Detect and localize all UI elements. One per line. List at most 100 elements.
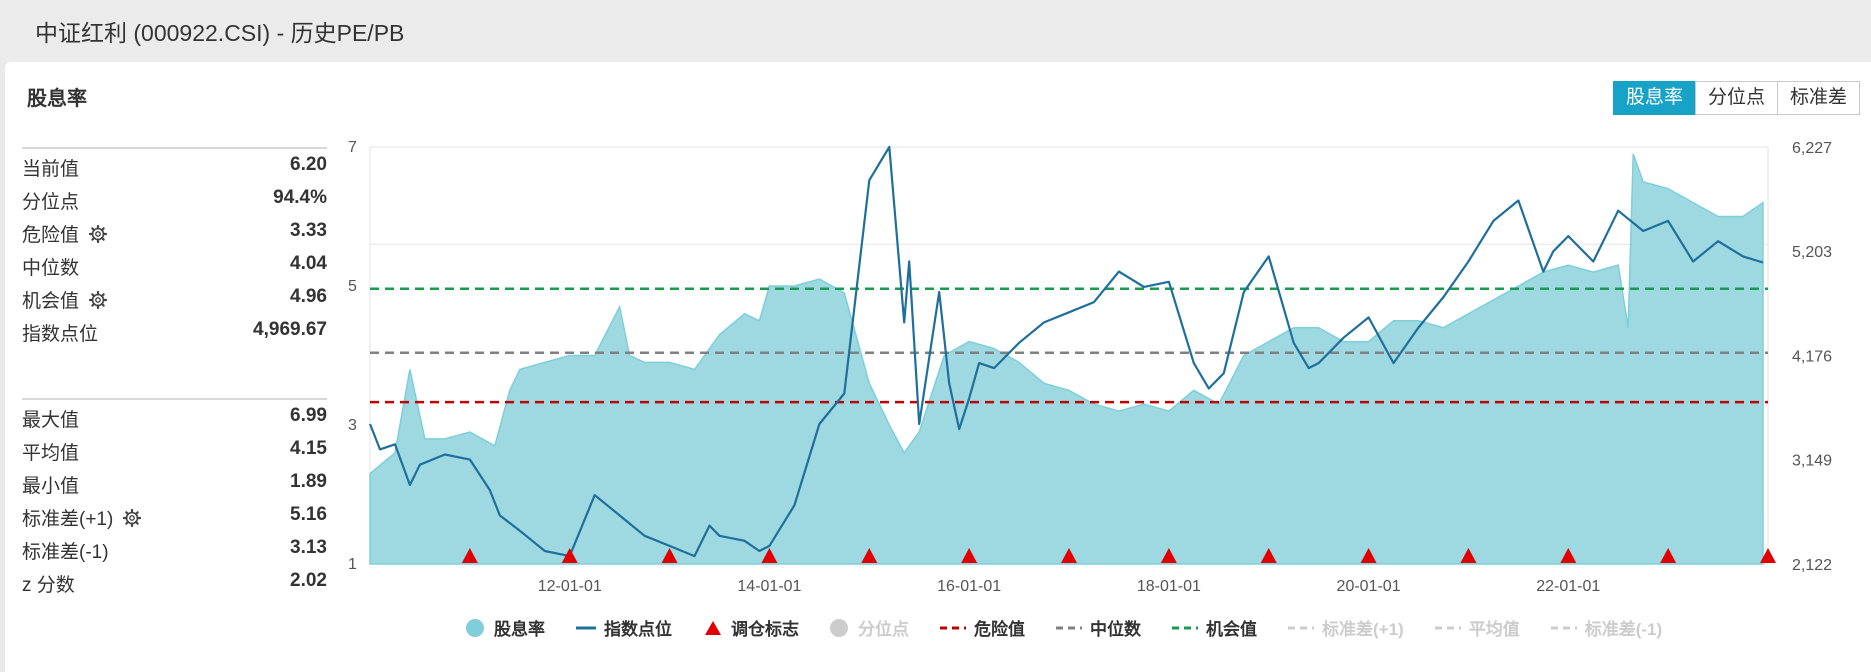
rebalance-marker [761,548,778,563]
rebalance-marker [861,548,878,563]
y-left-tick-label: 3 [348,417,357,434]
stat-value: 3.13 [290,537,327,558]
legend-dash-icon [1550,626,1577,629]
legend-item[interactable]: 指数点位 [575,615,672,640]
legend-triangle-icon [705,620,721,635]
stat-row: 平均值 4.15 [22,433,327,466]
stat-label: 分位点 [22,187,79,214]
stat-label: 指数点位 [22,319,98,346]
rebalance-marker [661,548,678,563]
rebalance-marker [1760,548,1776,563]
legend-item[interactable]: 股息率 [465,615,545,640]
series-index-level-line [368,145,1764,558]
stat-label-text: 指数点位 [22,324,99,345]
metric-tabs: 股息率 分位点 标准差 [1613,81,1861,115]
stat-label: 当前值 [22,154,79,181]
stat-row: z 分数 2.02 [22,565,327,598]
stat-row: 危险值 3.33 [22,215,327,248]
legend-label: 股息率 [494,620,545,639]
legend-dash-icon [1288,626,1314,629]
legend-item[interactable]: 危险值 [939,615,1025,640]
legend-label: 机会值 [1206,620,1257,639]
stat-row: 指数点位 4,969.67 [22,314,327,347]
legend-item[interactable]: 平均值 [1434,615,1520,640]
legend-label: 标准差(+1) [1322,620,1404,639]
stat-value: 3.33 [290,220,327,241]
stat-value: 4.96 [290,286,327,307]
stat-row: 标准差(+1) 5.16 [22,499,327,532]
y-left-tick-label: 5 [348,278,357,295]
legend-label: 标准差(-1) [1584,620,1663,639]
stat-row: 最小值 1.89 [22,466,327,499]
legend-dash-icon [940,626,966,629]
stat-row: 中位数 4.04 [22,248,327,281]
rebalance-marker [1660,548,1677,563]
gear-icon[interactable] [123,508,142,527]
legend-label: 中位数 [1090,620,1141,639]
stat-label-text: 标准差(+1) [22,509,114,530]
legend-item[interactable]: 机会值 [1171,615,1257,640]
rebalance-marker [461,548,478,563]
stat-row: 标准差(-1) 3.13 [22,532,327,565]
section-title: 股息率 [27,88,87,110]
legend-dash-icon [1056,626,1082,629]
stat-value: 6.99 [290,405,327,426]
y-right-tick-label: 4,176 [1792,348,1832,365]
legend-line-icon [576,626,596,629]
stats-primary: 当前值 6.20 分位点 94.4% 危险值 3.33 中位数 4.04 机会值 4.96 指数点位… [22,147,327,347]
stat-label-text: 最大值 [22,410,80,431]
series-dividend-yield-area [369,153,1764,565]
rebalance-marker [1260,548,1277,563]
stat-value: 6.20 [290,154,327,175]
legend-circle-icon [830,618,848,637]
title-bar: 中证红利 (000922.CSI) - 历史PE/PB [0,0,1871,62]
gear-icon[interactable] [89,290,108,309]
y-right-tick-label: 3,149 [1792,453,1832,470]
legend-label: 分位点 [858,620,909,639]
legend-dash-icon [1172,626,1198,629]
stat-label-text: 标准差(-1) [22,542,109,563]
stat-label-text: 最小值 [22,476,80,497]
y-right-tick-label: 5,203 [1792,244,1832,261]
dividend-yield-chart[interactable]: 7 5 3 1 6,227 5,203 4,176 3,149 2,122 12-01-01 14-… [5,62,1871,602]
legend-item[interactable]: 标准差(+1) [1287,615,1404,640]
stat-label: 最大值 [22,405,79,432]
legend-circle-icon [466,618,484,637]
x-tick-label: 12-01-01 [538,578,602,595]
stat-value: 94.4% [273,187,327,208]
rebalance-marker [1061,548,1077,563]
chart-card: 股息率 股息率 分位点 标准差 当前值 6.20 分位点 94.4% 危险值 3.33 中位数 4… [5,62,1871,672]
stat-label-text: 平均值 [22,443,80,464]
x-tick-label: 16-01-01 [937,578,1001,595]
legend-item[interactable]: 中位数 [1055,615,1141,640]
x-tick-label: 20-01-01 [1337,578,1401,595]
rebalance-marker [1560,548,1577,563]
stat-label: 标准差(+1) [22,504,142,531]
stat-label: 危险值 [22,220,108,247]
gear-icon[interactable] [89,224,108,243]
stat-label-text: 机会值 [22,291,80,312]
page-title: 中证红利 (000922.CSI) - 历史PE/PB [35,20,405,46]
stat-label-text: 危险值 [22,225,80,246]
rebalance-marker [561,548,578,563]
stat-label-text: 当前值 [22,159,80,180]
x-tick-label: 18-01-01 [1137,578,1201,595]
legend-item[interactable]: 调仓标志 [702,615,799,640]
stat-label: 标准差(-1) [22,537,109,564]
rebalance-marker [961,548,978,563]
chart-legend: 股息率 指数点位 调仓标志 分位点 危险值 中位数 机会值 标准差(+1) 平均值 标准差(-1) [465,615,1692,640]
stat-value: 5.16 [290,504,327,525]
stat-label: 最小值 [22,471,79,498]
legend-label: 指数点位 [604,620,672,639]
legend-label: 调仓标志 [731,620,799,639]
stat-value: 4,969.67 [253,319,327,340]
legend-label: 平均值 [1468,620,1520,639]
legend-item[interactable]: 标准差(-1) [1550,615,1662,640]
rebalance-marker [1160,548,1177,563]
tab-3[interactable]: 标准差 [1777,81,1861,115]
stat-label: 中位数 [22,253,79,280]
stat-value: 4.15 [290,438,327,459]
y-left-tick-label: 1 [348,556,357,573]
legend-item[interactable]: 分位点 [829,615,909,640]
rebalance-marker [1460,548,1477,563]
